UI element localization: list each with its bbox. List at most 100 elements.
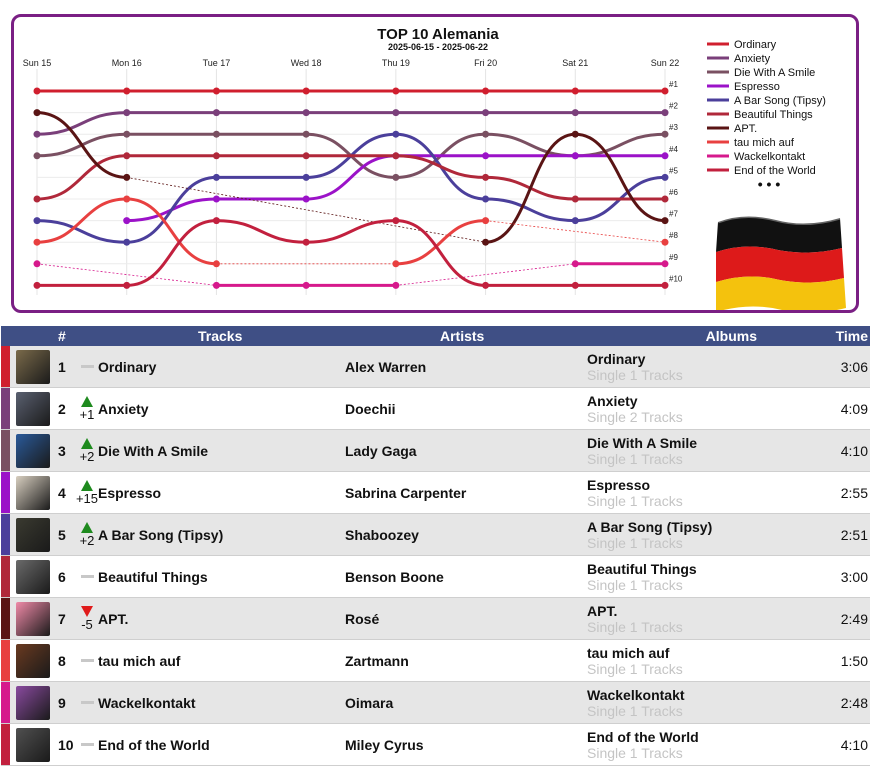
series-point — [33, 109, 41, 117]
track-cell[interactable]: tau mich auf — [98, 639, 345, 682]
album-cell[interactable]: Beautiful Things Single 1 Tracks — [587, 555, 787, 598]
artist-name: Alex Warren — [345, 358, 427, 375]
series-point — [212, 217, 220, 225]
cover-cell — [10, 723, 54, 766]
header-albums[interactable]: Albums — [587, 326, 787, 346]
table-row[interactable]: 4 +15 Espresso Sabrina Carpenter Espresso Sin… — [1, 471, 870, 514]
track-cell[interactable]: APT. — [98, 597, 345, 640]
artist-cell[interactable]: Doechii — [345, 387, 587, 430]
series-point — [571, 109, 579, 117]
movement-indicator — [76, 575, 98, 578]
album-cell[interactable]: Anxiety Single 2 Tracks — [587, 387, 787, 430]
rank-tick-label: #8 — [669, 231, 678, 240]
album-cover-image[interactable] — [16, 517, 50, 552]
table-row[interactable]: 6 Beautiful Things Benson Boone Beautiful T… — [1, 555, 870, 598]
x-tick-label: Mon 16 — [112, 58, 142, 68]
table-row[interactable]: 2 +1 Anxiety Doechii Anxiety Single 2 Tracks 4… — [1, 387, 870, 430]
artist-cell[interactable]: Lady Gaga — [345, 429, 587, 472]
table-row[interactable]: 10 End of the World Miley Cyrus End of the … — [1, 723, 870, 766]
album-cell[interactable]: End of the World Single 1 Tracks — [587, 723, 787, 766]
artist-cell[interactable]: Zartmann — [345, 639, 587, 682]
legend-entry: Wackelkontakt — [734, 151, 805, 163]
series-point — [123, 152, 131, 160]
time-cell: 4:09 — [787, 387, 870, 430]
rank-cell: 6 — [54, 555, 76, 598]
album-title: A Bar Song (Tipsy) — [587, 518, 713, 535]
table-row[interactable]: 8 tau mich auf Zartmann tau mich auf Single … — [1, 639, 870, 682]
album-cover-image[interactable] — [16, 433, 50, 468]
table-row[interactable]: 1 Ordinary Alex Warren Ordinary Single 1 Tra… — [1, 346, 870, 388]
movement-cell: +2 — [76, 429, 98, 472]
track-title: APT. — [98, 610, 129, 627]
artist-cell[interactable]: Oimara — [345, 681, 587, 724]
table-row[interactable]: 5 +2 A Bar Song (Tipsy) Shaboozey A Bar Song… — [1, 513, 870, 556]
header-time[interactable]: Time — [787, 326, 870, 346]
series-point — [482, 238, 490, 246]
header-artists[interactable]: Artists — [345, 326, 587, 346]
time-cell: 2:51 — [787, 513, 870, 556]
artist-cell[interactable]: Benson Boone — [345, 555, 587, 598]
legend-entry: Beautiful Things — [734, 109, 813, 121]
album-cell[interactable]: Wackelkontakt Single 1 Tracks — [587, 681, 787, 724]
movement-value: +1 — [79, 407, 95, 422]
x-tick-label: Tue 17 — [203, 58, 231, 68]
movement-cell — [76, 681, 98, 724]
legend-entry: End of the World — [734, 165, 816, 177]
row-color-stripe — [1, 639, 10, 682]
series-point — [212, 195, 220, 203]
artist-cell[interactable]: Rosé — [345, 597, 587, 640]
album-cover-image[interactable] — [16, 559, 50, 594]
header-cover — [10, 326, 54, 346]
germany-flag-icon — [716, 215, 846, 310]
series-point — [392, 109, 400, 117]
album-cell[interactable]: Ordinary Single 1 Tracks — [587, 346, 787, 388]
header-tracks[interactable]: Tracks — [98, 326, 345, 346]
album-cover-image[interactable] — [16, 349, 50, 384]
album-cell[interactable]: Die With A Smile Single 1 Tracks — [587, 429, 787, 472]
track-cell[interactable]: Ordinary — [98, 346, 345, 388]
track-duration: 2:48 — [840, 694, 868, 711]
table-row[interactable]: 9 Wackelkontakt Oimara Wackelkontakt Single … — [1, 681, 870, 724]
album-cell[interactable]: APT. Single 1 Tracks — [587, 597, 787, 640]
series-point — [571, 152, 579, 160]
album-cell[interactable]: tau mich auf Single 1 Tracks — [587, 639, 787, 682]
album-meta: Single 1 Tracks — [587, 450, 683, 467]
track-title: Anxiety — [98, 400, 149, 417]
movement-indicator: -5 — [76, 606, 98, 631]
track-cell[interactable]: Anxiety — [98, 387, 345, 430]
album-cover-image[interactable] — [16, 475, 50, 510]
artist-cell[interactable]: Shaboozey — [345, 513, 587, 556]
rank-color-bar — [1, 346, 10, 387]
track-cell[interactable]: End of the World — [98, 723, 345, 766]
album-cover-image[interactable] — [16, 601, 50, 636]
artist-cell[interactable]: Sabrina Carpenter — [345, 471, 587, 514]
series-point — [392, 281, 400, 289]
track-cell[interactable]: Wackelkontakt — [98, 681, 345, 724]
album-cover-image[interactable] — [16, 643, 50, 678]
table-row[interactable]: 7 -5 APT. Rosé APT. Single 1 Tracks 2:49 — [1, 597, 870, 640]
table-row[interactable]: 3 +2 Die With A Smile Lady Gaga Die With A S… — [1, 429, 870, 472]
track-cell[interactable]: A Bar Song (Tipsy) — [98, 513, 345, 556]
artist-cell[interactable]: Miley Cyrus — [345, 723, 587, 766]
track-cell[interactable]: Beautiful Things — [98, 555, 345, 598]
artist-cell[interactable]: Alex Warren — [345, 346, 587, 388]
album-cell[interactable]: A Bar Song (Tipsy) Single 1 Tracks — [587, 513, 787, 556]
series-point — [123, 87, 131, 95]
series-point — [661, 217, 669, 225]
rank-number: 4 — [58, 484, 66, 501]
artist-name: Zartmann — [345, 652, 409, 669]
album-cell[interactable]: Espresso Single 1 Tracks — [587, 471, 787, 514]
track-title: End of the World — [98, 736, 210, 753]
album-cover-image[interactable] — [16, 391, 50, 426]
album-cover-image[interactable] — [16, 685, 50, 720]
track-cell[interactable]: Espresso — [98, 471, 345, 514]
row-color-stripe — [1, 387, 10, 430]
cover-cell — [10, 471, 54, 514]
series-point — [661, 109, 669, 117]
track-duration: 4:10 — [840, 736, 868, 753]
track-cell[interactable]: Die With A Smile — [98, 429, 345, 472]
series-point — [661, 260, 669, 268]
album-cover-image[interactable] — [16, 727, 50, 762]
album-meta: Single 1 Tracks — [587, 618, 683, 635]
rank-cell: 8 — [54, 639, 76, 682]
